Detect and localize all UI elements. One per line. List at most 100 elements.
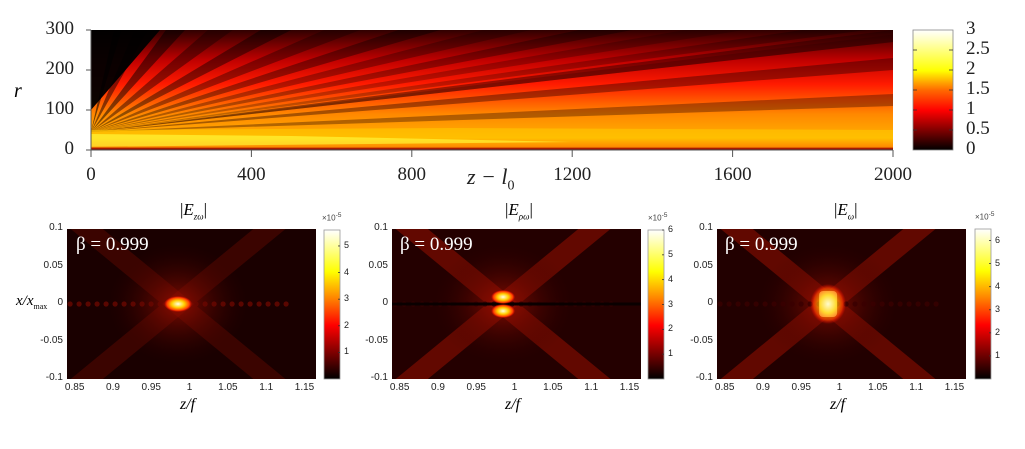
top-heatmap-dark-band [91, 30, 893, 132]
panel2-x-tick-label: 0.95 [466, 382, 486, 393]
top-colorbar-tick-label: 2.5 [966, 38, 990, 59]
panel-fringe-dot [897, 301, 903, 307]
top-x-tick-label: 800 [397, 164, 427, 185]
top-y-tick-label: 200 [45, 58, 75, 79]
panel-fringe-dot [924, 301, 930, 307]
panel-peak [491, 290, 516, 304]
panel3-colorbar-tick-label: 6 [995, 234, 1001, 245]
top-colorbar-ticks [913, 49, 953, 131]
top-xlabel: z − l0 [467, 164, 515, 194]
panel1-colorbar-tick-label: 1 [344, 346, 350, 357]
panel-fringe-dot [193, 301, 199, 307]
panel1-x-tick-label: 1.15 [294, 382, 315, 393]
panel3-x-tick-label: 1 [836, 382, 843, 393]
panel3-pattern [717, 229, 939, 379]
panel-fringe-dot [211, 301, 217, 307]
panel3-title-e: E [837, 200, 848, 219]
panel-fringe-dot [130, 301, 136, 307]
panel-fringe-dot [67, 301, 73, 307]
top-x-tick-label: 1200 [553, 164, 592, 185]
panel1-x-tick-label: 0.95 [141, 382, 161, 393]
top-colorbar-tick-label: 1 [966, 98, 976, 119]
top-heatmap-dark-ray [91, 34, 893, 132]
panel1-heatmap-area [67, 229, 316, 379]
panel3-x-tick-label: 1.15 [944, 382, 965, 393]
panel1-x-tick-label: 1.05 [218, 382, 238, 393]
panel3-y-tick-label: 0 [707, 297, 713, 308]
panel-fringe-dot [753, 301, 759, 307]
panel1-pattern [67, 229, 289, 379]
top-colorbar-tick-label: 2 [966, 58, 976, 79]
panel2-y-tick-label: 0.1 [374, 222, 388, 233]
panel1-ylabel: x/xmax [16, 293, 47, 311]
panel1-x-tick-label: 0.9 [106, 382, 120, 393]
panel1-ylabel-x: x/x [16, 293, 34, 309]
panel-fringe-dot [861, 301, 867, 307]
panel2-exp-power: -5 [661, 212, 668, 219]
panel-fringe-dot [112, 301, 118, 307]
top-x-tick-label: 0 [86, 164, 96, 185]
bottom-panels-ticks [338, 229, 991, 357]
panel2-y-tick-label: -0.1 [370, 372, 388, 383]
panel1-annotation: β = 0.999 [76, 234, 149, 255]
panel-fringe-dot [906, 301, 912, 307]
top-heatmap-dark-ray [91, 30, 441, 132]
top-x-tick-label: 1600 [713, 164, 752, 185]
top-xlabel-main: z − l [467, 164, 508, 189]
panel-fringe-dot [879, 301, 885, 307]
panel-fringe-dot [717, 301, 723, 307]
panel-fringe-dot [247, 301, 253, 307]
panel-fringe-dot [744, 301, 750, 307]
panel1-colorbar-tick-label: 4 [344, 266, 350, 277]
panel3-colorbar-exponent: ×10-5 [975, 211, 995, 222]
panel3-colorbar-tick-label: 1 [995, 349, 1001, 360]
panel3-x-tick-label: 0.95 [791, 382, 811, 393]
panel-fringe-dot [85, 301, 91, 307]
panel3-colorbar [974, 228, 992, 380]
panel3-colorbar-tick-label: 2 [995, 326, 1001, 337]
top-heatmap-area [91, 30, 893, 150]
top-xlabel-sub: 0 [507, 178, 515, 194]
panel1-y-tick-label: -0.1 [45, 372, 63, 383]
top-colorbar-tick-label: 3 [966, 18, 976, 39]
top-heatmap-dark-band [91, 58, 893, 132]
top-colorbar-tick-label: 0 [966, 138, 976, 159]
panel-fringe-dot [870, 301, 876, 307]
top-heatmap-dark-ray [91, 30, 292, 132]
panel-fringe-dot [762, 301, 768, 307]
panel3-x-tick-label: 0.9 [756, 382, 770, 393]
panel-fringe-dot [238, 301, 244, 307]
panel2-colorbar [647, 229, 665, 380]
panel2-title-sub: ρω [518, 211, 530, 222]
top-heatmap-dark-ray [91, 30, 185, 132]
panel3-y-tick-label: 0.1 [699, 222, 713, 233]
top-heatmap-dark-band [91, 94, 893, 132]
panel2-title: |Eρω| [505, 200, 533, 222]
panel-fringe-dot [283, 301, 289, 307]
panel-fringe-dot [229, 301, 235, 307]
panel1-y-tick-label: 0.1 [49, 222, 63, 233]
panel2-colorbar-exponent: ×10-5 [648, 212, 668, 223]
panel1-y-tick-label: 0 [57, 297, 63, 308]
panel-fringe-dot [915, 301, 921, 307]
panel-fringe-dot [798, 301, 804, 307]
panel1-y-tick-label: 0.05 [43, 259, 63, 271]
panel2-annotation: β = 0.999 [400, 234, 473, 255]
panel-fringe-dot [888, 301, 894, 307]
panel2-y-tick-label: 0.05 [368, 259, 388, 271]
top-colorbar-tick-label: 1.5 [966, 78, 990, 99]
panel1-x-tick-label: 1.1 [259, 382, 274, 393]
panel2-y-tick-label: -0.05 [365, 334, 388, 346]
panel1-y-tick-label: -0.05 [40, 334, 63, 346]
panel-fringe-dot [789, 301, 795, 307]
panel3-exp-power: -5 [988, 211, 995, 218]
panel3-y-tick-label: 0.05 [693, 259, 713, 271]
panel1-exp-power: -5 [335, 212, 342, 219]
panel-fringe-dot [933, 301, 939, 307]
panel1-title: |Ezω| [180, 200, 208, 222]
top-heatmap-core-bright [91, 134, 573, 147]
panel2-colorbar-tick-label: 3 [668, 298, 674, 309]
panel2-colorbar-tick-label: 2 [668, 323, 674, 334]
panel3-annotation: β = 0.999 [725, 234, 798, 255]
